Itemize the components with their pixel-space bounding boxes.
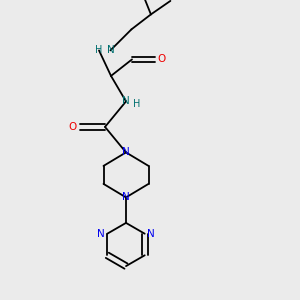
Text: O: O xyxy=(69,122,77,132)
Text: N: N xyxy=(106,45,114,56)
Text: N: N xyxy=(122,96,130,106)
Text: H: H xyxy=(133,99,140,110)
Text: H: H xyxy=(95,45,103,56)
Text: N: N xyxy=(147,229,155,239)
Text: N: N xyxy=(97,229,105,239)
Text: N: N xyxy=(122,147,130,158)
Text: O: O xyxy=(157,54,165,64)
Text: N: N xyxy=(122,192,130,203)
